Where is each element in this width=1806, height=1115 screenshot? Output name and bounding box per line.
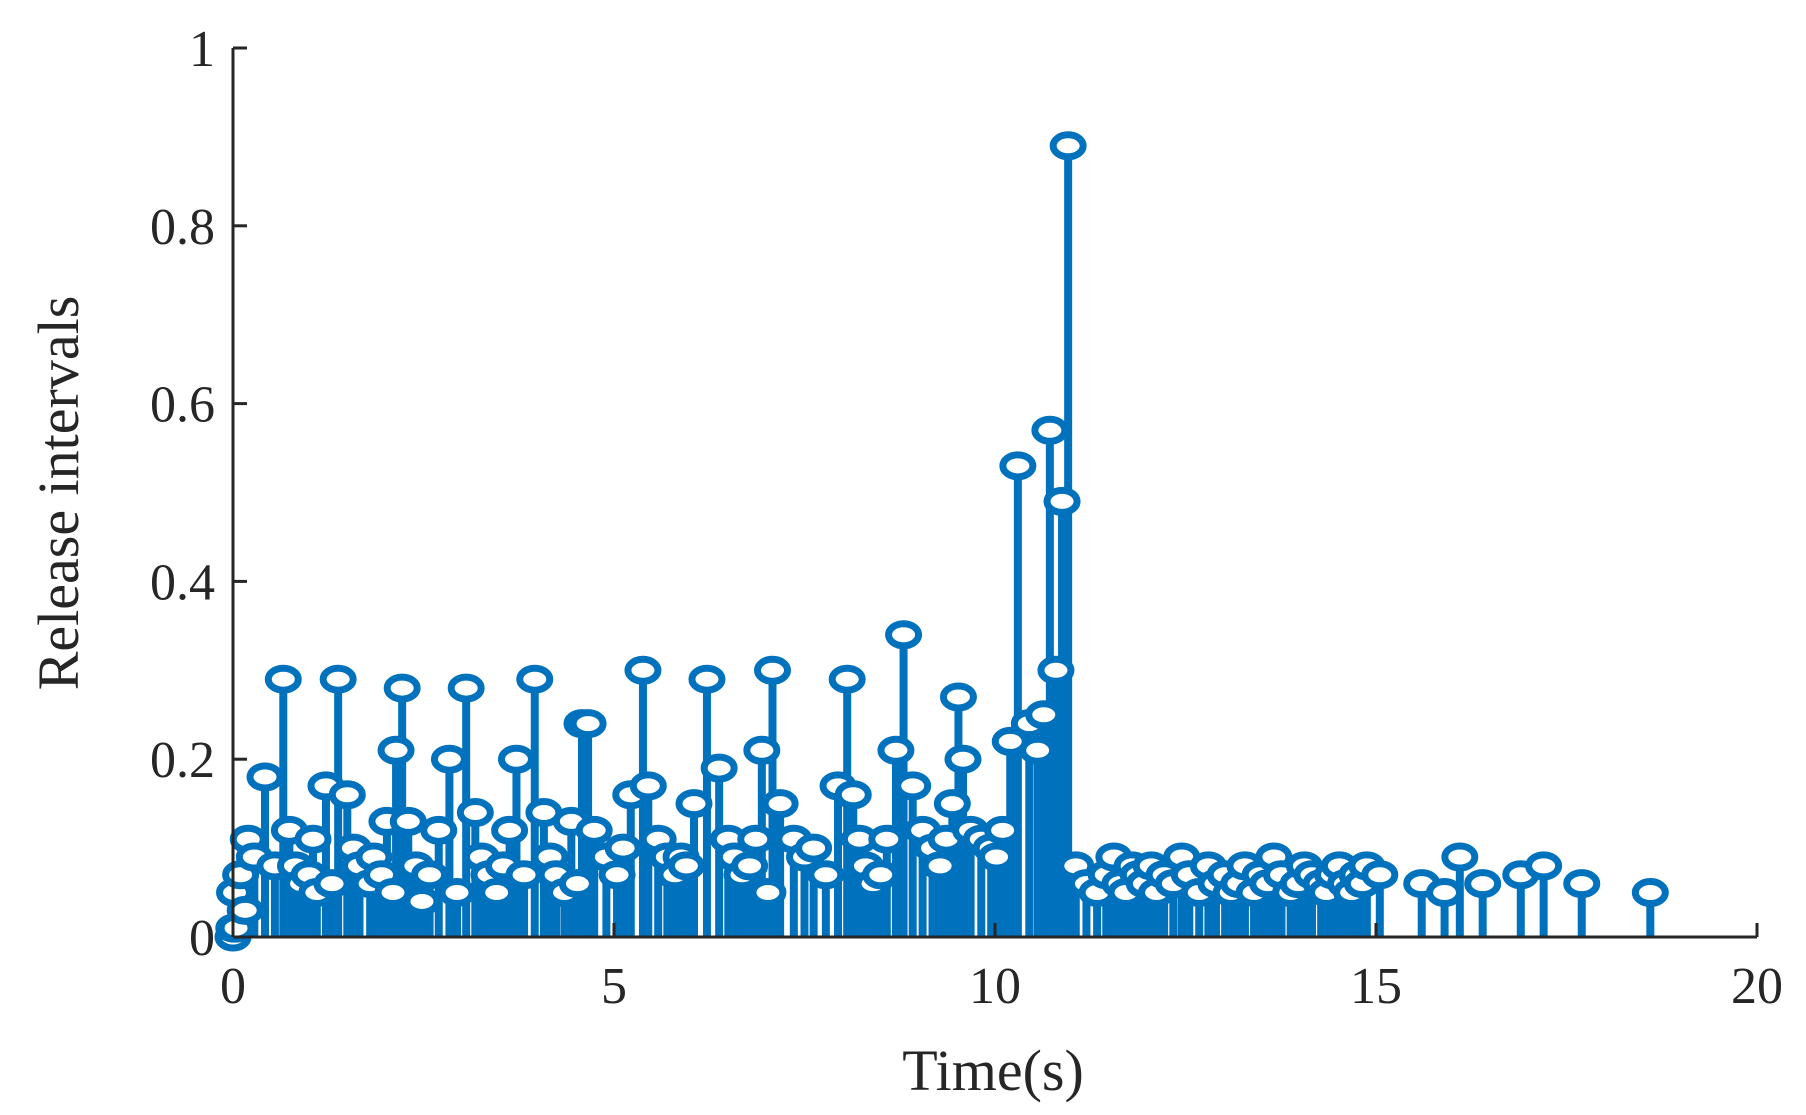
stem-marker [420,815,458,845]
stem-marker [753,655,791,685]
stem-marker [319,664,357,694]
stem-marker [877,735,915,765]
stem-marker [411,860,449,890]
stem-marker [604,833,642,863]
stem-marker [575,815,613,845]
y-tick-label: 0.6 [150,377,215,434]
stem-marker [1563,869,1601,899]
stem-marker [629,771,667,801]
stem-marker [1426,878,1464,908]
stem-marker [933,789,971,819]
stem-marker [894,771,932,801]
stem-marker [598,860,636,890]
stem-marker [491,815,529,845]
y-tick-label: 0.2 [150,732,215,789]
stem-marker [403,886,441,916]
stem-marker [246,762,284,792]
stem-marker [999,451,1037,481]
stem-marker [1037,655,1075,685]
stem-marker [430,744,468,774]
y-tick-label: 0.8 [150,199,215,256]
x-tick-label: 20 [1731,958,1783,1015]
stem-marker [761,789,799,819]
y-tick-label: 0.4 [150,554,215,611]
stem-marker [749,878,787,908]
stem-marker [377,735,415,765]
stem-marker [834,780,872,810]
stem-marker [795,833,833,863]
stem-marker [226,895,264,925]
stem-marker [1464,869,1502,899]
stem-marker [675,789,713,819]
stem-marker [984,815,1022,845]
stem-marker [921,851,959,881]
stem-marker [1043,486,1081,516]
y-tick-label: 0 [189,910,215,967]
x-tick-label: 10 [969,958,1021,1015]
x-axis-label: Time(s) [902,1038,1084,1103]
stem-marker [1031,415,1069,445]
stem-marker [624,655,662,685]
stem-marker [1631,878,1669,908]
stem-marker [264,664,302,694]
stem-marker [743,735,781,765]
x-tick-label: 15 [1350,958,1402,1015]
stem-marker [731,851,769,881]
stem-marker [700,753,738,783]
stem-marker [862,860,900,890]
stem-marker [944,744,982,774]
y-axis-label: Release intervals [26,296,91,691]
stem-marker [478,878,516,908]
stem-marks [214,131,1669,952]
stem-marker [294,824,332,854]
stem-marker [828,664,866,694]
y-tick-label: 1 [189,21,215,78]
stem-marker [1441,842,1479,872]
axis-labels: Time(s) Release intervals [26,296,1084,1103]
stem-marker [447,673,485,703]
stem-marker [807,860,845,890]
x-tick-label: 5 [601,958,627,1015]
stem-marker [516,664,554,694]
stem-marker [688,664,726,694]
stem-marker [505,860,543,890]
stem-marker [438,878,476,908]
x-tick-label: 0 [220,958,246,1015]
stem-marker [497,744,535,774]
axes: 00.20.40.60.810 5 10 15 20 [150,21,1783,1015]
stem-marker [1025,700,1063,730]
stem-marker [1525,851,1563,881]
stem-marker [939,682,977,712]
stem-marker [667,851,705,881]
stem-marker [374,878,412,908]
stem-marker [885,620,923,650]
stem-marker [978,842,1016,872]
stem-marker [737,824,775,854]
stem-marker [328,780,366,810]
stem-marker [868,824,906,854]
stem-marker [1019,735,1057,765]
stem-marker [558,869,596,899]
stem-marker [569,709,607,739]
stem-marker [389,806,427,836]
stem-marker [1361,860,1399,890]
stem-marker [313,869,351,899]
stem-marker [383,673,421,703]
stem-marker [1049,131,1087,161]
stem-marker [456,798,494,828]
